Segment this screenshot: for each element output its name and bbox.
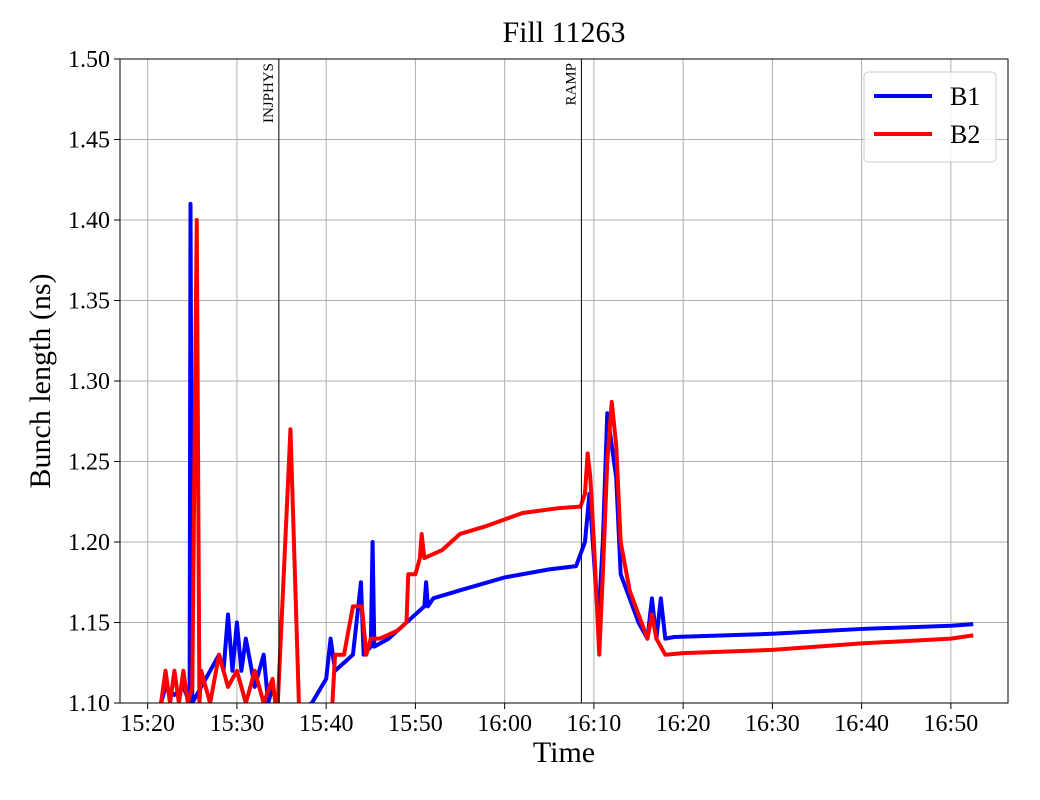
x-tick-label: 16:00	[477, 711, 532, 737]
data-line	[159, 201, 974, 703]
ticks: 15:20 15:30 15:40 15:50 16:00 16:10 16:20 16:30…	[68, 47, 978, 737]
x-tick-label: 15:50	[388, 711, 443, 737]
y-axis-label: Bunch length (ns)	[24, 274, 57, 489]
y-tick-label: 1.15	[68, 611, 110, 637]
x-tick-label: 16:50	[924, 711, 979, 737]
x-tick-label: 15:30	[210, 711, 265, 737]
event-label: INJPHYS	[261, 63, 277, 123]
y-tick-label: 1.40	[68, 208, 110, 234]
data-line	[159, 218, 974, 703]
legend-label: B2	[950, 120, 980, 149]
plot-area	[159, 59, 974, 703]
y-tick-label: 1.30	[68, 369, 110, 395]
event-label: RAMP	[563, 63, 579, 106]
y-tick-label: 1.20	[68, 530, 110, 556]
y-tick-label: 1.25	[68, 450, 110, 476]
x-tick-label: 16:40	[834, 711, 889, 737]
y-tick-label: 1.35	[68, 289, 110, 315]
x-axis-label: Time	[533, 736, 595, 769]
x-tick-label: 15:20	[120, 711, 175, 737]
y-tick-label: 1.50	[68, 47, 110, 73]
x-tick-label: 16:30	[745, 711, 800, 737]
legend-label: B1	[950, 82, 980, 111]
chart-title: Fill 11263	[502, 16, 625, 49]
x-tick-label: 15:40	[299, 711, 354, 737]
x-tick-label: 16:10	[567, 711, 622, 737]
y-tick-label: 1.10	[68, 691, 110, 717]
x-tick-label: 16:20	[656, 711, 711, 737]
y-tick-label: 1.45	[68, 128, 110, 154]
